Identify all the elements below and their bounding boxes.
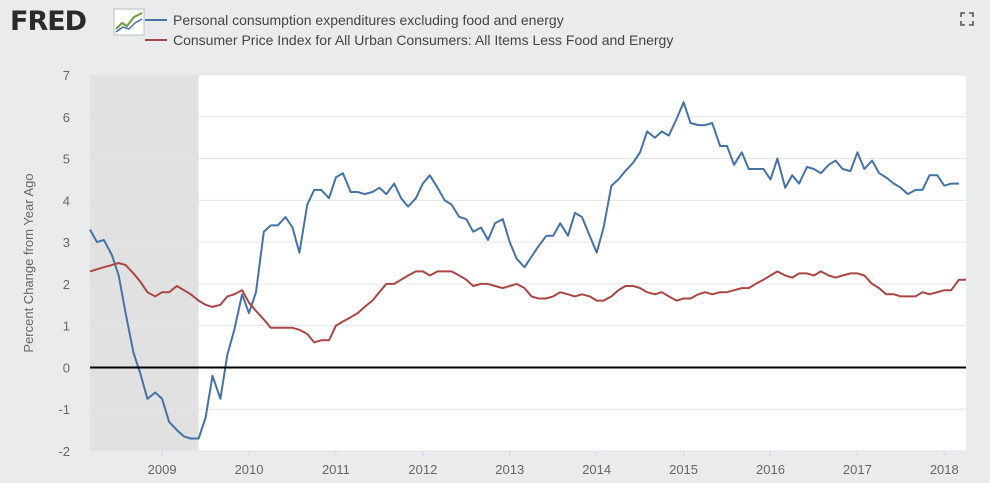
fred-logo-text: FRED: [10, 6, 87, 37]
legend-label-pce: Personal consumption expenditures exclud…: [173, 12, 564, 28]
y-tick-label: 5: [63, 152, 70, 167]
legend-item-pce[interactable]: Personal consumption expenditures exclud…: [145, 10, 673, 30]
x-tick-label: 2014: [582, 462, 611, 477]
legend-swatch-pce: [145, 19, 167, 21]
y-tick-label: 0: [63, 360, 70, 375]
x-tick-label: 2017: [843, 462, 872, 477]
y-tick-label: 2: [63, 277, 70, 292]
expand-icon[interactable]: [960, 12, 974, 26]
series-line-cpi: [89, 262, 966, 344]
y-tick-label: 6: [63, 110, 70, 125]
y-axis-label: Percent Change from Year Ago: [21, 173, 36, 352]
x-tick-label: 2011: [322, 462, 350, 477]
x-tick-label: 2015: [669, 462, 698, 477]
fred-graph-icon: [113, 8, 145, 36]
y-tick-label: 4: [63, 193, 70, 208]
x-tick-label: 2009: [148, 462, 177, 477]
x-tick-label: 2018: [930, 462, 959, 477]
x-tick-label: 2016: [756, 462, 785, 477]
y-tick-label: -2: [58, 444, 70, 459]
series-line-pce: [89, 101, 959, 440]
x-tick-label: 2013: [495, 462, 524, 477]
fred-logo[interactable]: FRED: [10, 6, 145, 40]
x-tick-label: 2010: [235, 462, 264, 477]
legend-item-cpi[interactable]: Consumer Price Index for All Urban Consu…: [145, 30, 673, 50]
legend-swatch-cpi: [145, 39, 167, 41]
recession-band: [90, 75, 199, 451]
chart-legend: Personal consumption expenditures exclud…: [145, 10, 673, 50]
y-tick-label: 3: [63, 235, 70, 250]
legend-label-cpi: Consumer Price Index for All Urban Consu…: [173, 32, 674, 48]
y-tick-label: 1: [63, 319, 70, 334]
y-tick-label: -1: [58, 402, 70, 417]
y-tick-label: 7: [63, 68, 70, 83]
x-tick-label: 2012: [408, 462, 437, 477]
